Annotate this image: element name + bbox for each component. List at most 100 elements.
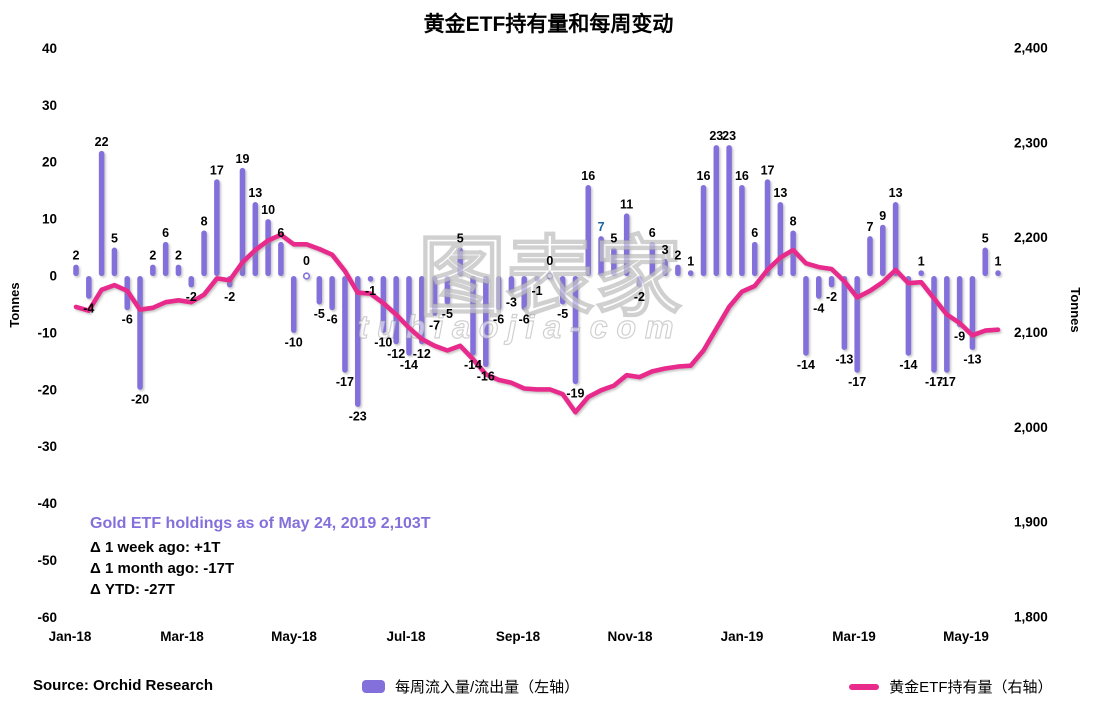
svg-text:1: 1 xyxy=(918,254,925,268)
svg-text:-60: -60 xyxy=(37,610,57,625)
svg-text:8: 8 xyxy=(790,214,797,228)
weekly-flow-bars xyxy=(73,145,1001,407)
svg-text:-6: -6 xyxy=(493,313,504,327)
svg-text:-2: -2 xyxy=(224,290,235,304)
svg-text:-5: -5 xyxy=(314,307,325,321)
svg-text:-14: -14 xyxy=(899,358,917,372)
svg-text:2: 2 xyxy=(73,249,80,263)
svg-text:3: 3 xyxy=(662,243,669,257)
svg-text:-10: -10 xyxy=(374,335,392,349)
svg-text:23: 23 xyxy=(709,129,723,143)
svg-text:May-18: May-18 xyxy=(271,629,317,644)
svg-text:-10: -10 xyxy=(285,335,303,349)
svg-text:17: 17 xyxy=(761,163,775,177)
svg-text:-17: -17 xyxy=(925,375,943,389)
svg-text:19: 19 xyxy=(236,152,250,166)
svg-text:-12: -12 xyxy=(387,347,405,361)
svg-text:2: 2 xyxy=(674,249,681,263)
svg-text:5: 5 xyxy=(457,232,464,246)
svg-text:Sep-18: Sep-18 xyxy=(496,629,541,644)
svg-text:-6: -6 xyxy=(519,313,530,327)
svg-text:1,900: 1,900 xyxy=(1014,515,1048,530)
svg-text:-17: -17 xyxy=(336,375,354,389)
svg-text:-30: -30 xyxy=(37,439,57,454)
svg-text:-14: -14 xyxy=(400,358,418,372)
source-note: Source: Orchid Research xyxy=(33,677,214,694)
svg-text:0: 0 xyxy=(303,254,310,268)
annotation-block: Gold ETF holdings as of May 24, 2019 2,1… xyxy=(90,513,510,600)
svg-text:2: 2 xyxy=(149,249,156,263)
svg-text:1,800: 1,800 xyxy=(1014,609,1048,624)
svg-text:30: 30 xyxy=(42,98,57,113)
svg-text:6: 6 xyxy=(751,226,758,240)
svg-text:6: 6 xyxy=(162,226,169,240)
svg-text:Mar-19: Mar-19 xyxy=(832,629,876,644)
svg-text:9: 9 xyxy=(879,209,886,223)
svg-text:-5: -5 xyxy=(442,307,453,321)
svg-text:0: 0 xyxy=(49,269,57,284)
svg-text:0: 0 xyxy=(546,254,553,268)
svg-text:10: 10 xyxy=(42,212,57,227)
svg-text:2,400: 2,400 xyxy=(1014,41,1048,56)
svg-text:10: 10 xyxy=(261,203,275,217)
svg-text:Tonnes: Tonnes xyxy=(1068,287,1083,332)
annotation-ytd-change: Δ YTD: -27T xyxy=(90,581,175,598)
svg-text:-7: -7 xyxy=(429,318,440,332)
svg-text:13: 13 xyxy=(773,186,787,200)
annotation-headline: Gold ETF holdings as of May 24, 2019 2,1… xyxy=(90,515,431,532)
svg-text:23: 23 xyxy=(722,129,736,143)
svg-text:-6: -6 xyxy=(122,313,133,327)
annotation-week-change: Δ 1 week ago: +1T xyxy=(90,539,221,556)
svg-text:-3: -3 xyxy=(506,296,517,310)
svg-text:2: 2 xyxy=(175,249,182,263)
svg-text:-13: -13 xyxy=(835,352,853,366)
legend: 每周流入量/流出量（左轴） 黄金ETF持有量（右轴） xyxy=(362,676,1053,697)
svg-text:-9: -9 xyxy=(954,330,965,344)
svg-text:6: 6 xyxy=(649,226,656,240)
svg-text:11: 11 xyxy=(620,197,633,211)
line-series-legend-label: 黄金ETF持有量（右轴） xyxy=(889,679,1053,696)
svg-text:Jan-19: Jan-19 xyxy=(721,629,764,644)
svg-text:Mar-18: Mar-18 xyxy=(160,629,204,644)
svg-text:-23: -23 xyxy=(349,409,367,423)
svg-text:-12: -12 xyxy=(413,347,431,361)
svg-text:40: 40 xyxy=(42,41,57,56)
svg-text:-20: -20 xyxy=(131,392,149,406)
svg-text:16: 16 xyxy=(581,169,595,183)
svg-text:Jan-18: Jan-18 xyxy=(49,629,92,644)
svg-text:8: 8 xyxy=(201,214,208,228)
svg-text:6: 6 xyxy=(277,226,284,240)
svg-text:1: 1 xyxy=(995,254,1002,268)
svg-text:-50: -50 xyxy=(37,553,57,568)
svg-text:-6: -6 xyxy=(327,313,338,327)
svg-text:-20: -20 xyxy=(37,382,57,397)
svg-text:-1: -1 xyxy=(365,284,376,298)
bar-series-swatch-icon xyxy=(362,680,385,693)
svg-text:May-19: May-19 xyxy=(943,629,989,644)
svg-text:-2: -2 xyxy=(826,290,837,304)
svg-text:2,300: 2,300 xyxy=(1014,135,1048,150)
svg-text:13: 13 xyxy=(248,186,262,200)
svg-text:Jul-18: Jul-18 xyxy=(386,629,426,644)
holdings-line xyxy=(73,232,1001,415)
svg-text:Tonnes: Tonnes xyxy=(7,282,22,327)
svg-text:2,200: 2,200 xyxy=(1014,230,1048,245)
svg-text:图表家: 图表家 xyxy=(418,228,682,327)
svg-text:13: 13 xyxy=(889,186,903,200)
svg-text:22: 22 xyxy=(95,135,109,149)
svg-text:16: 16 xyxy=(697,169,711,183)
svg-text:-14: -14 xyxy=(797,358,815,372)
svg-text:2,000: 2,000 xyxy=(1014,420,1048,435)
svg-text:5: 5 xyxy=(111,232,118,246)
line-series-swatch-icon xyxy=(849,683,880,690)
svg-text:2,100: 2,100 xyxy=(1014,325,1048,340)
svg-text:5: 5 xyxy=(982,232,989,246)
svg-text:17: 17 xyxy=(210,163,224,177)
svg-text:20: 20 xyxy=(42,155,57,170)
svg-text:1: 1 xyxy=(687,254,694,268)
svg-text:-14: -14 xyxy=(464,358,482,372)
svg-text:-40: -40 xyxy=(37,496,57,511)
svg-text:7: 7 xyxy=(598,220,605,234)
